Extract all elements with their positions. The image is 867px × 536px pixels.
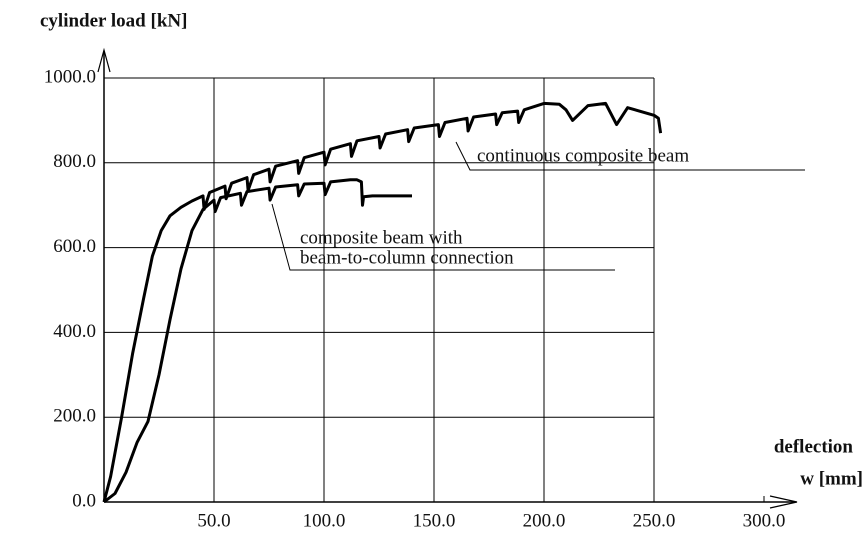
x-tick-label: 150.0 [413, 510, 456, 531]
leader-line [271, 203, 615, 271]
leader-line [455, 141, 805, 171]
data-line [103, 178, 412, 504]
series-label: beam-to-column connection [300, 247, 514, 268]
x-tick-label: 200.0 [523, 510, 566, 531]
x-tick-label: 250.0 [633, 510, 676, 531]
x-axis-label: deflection [774, 436, 854, 457]
series-label: composite beam with [300, 227, 463, 248]
series-label: continuous composite beam [477, 145, 689, 166]
x-tick-label: 300.0 [743, 510, 786, 531]
y-arrow [97, 47, 111, 73]
x-axis-label: w [mm] [800, 468, 863, 489]
x-tick-label: 50.0 [197, 510, 230, 531]
x-arrow [769, 495, 798, 509]
y-tick-label: 600.0 [53, 236, 96, 257]
y-tick-label: 1000.0 [44, 66, 96, 87]
y-tick-label: 800.0 [53, 151, 96, 172]
y-tick-label: 400.0 [53, 321, 96, 342]
data-line [102, 101, 663, 503]
x-tick-label: 100.0 [303, 510, 346, 531]
y-tick-label: 0.0 [72, 490, 96, 511]
y-tick-label: 200.0 [53, 406, 96, 427]
y-axis-label: cylinder load [kN] [40, 10, 187, 31]
